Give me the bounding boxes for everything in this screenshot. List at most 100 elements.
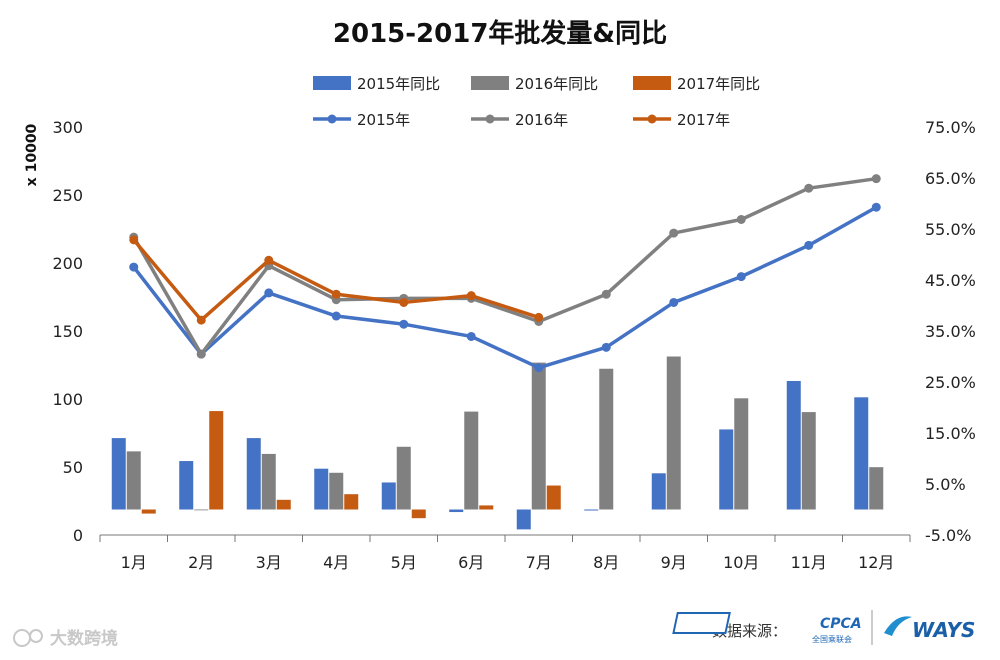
bar — [344, 494, 359, 510]
bar — [786, 380, 801, 510]
left-tick-label: 50 — [63, 458, 83, 477]
legend-marker — [327, 114, 337, 124]
bar — [411, 509, 426, 519]
left-tick-label: 150 — [52, 322, 83, 341]
y-axis-label: x 10000 — [24, 123, 40, 186]
bar — [479, 505, 494, 510]
line-point — [534, 363, 544, 373]
bar — [516, 509, 531, 530]
line-point — [601, 342, 611, 352]
right-tick-label: 15.0% — [925, 424, 976, 443]
bar — [276, 499, 291, 510]
x-tick-label: 12月 — [858, 553, 894, 572]
right-tick-label: 25.0% — [925, 373, 976, 392]
line-point — [466, 291, 476, 301]
left-tick-label: 250 — [52, 186, 83, 205]
left-tick-label: 200 — [52, 254, 83, 273]
line-point — [871, 174, 881, 184]
bar — [869, 467, 884, 510]
x-tick-label: 1月 — [121, 553, 147, 572]
right-axis-ticks: -5.0% 5.0% 15.0% 25.0% 35.0% 45.0% 55.0% 65.0% 7… — [925, 118, 976, 545]
line-series — [129, 174, 881, 373]
line-point — [669, 297, 679, 307]
line-point — [736, 272, 746, 282]
ways-logo: WAYS — [884, 616, 975, 642]
cpca-logo-text: CPCA — [820, 616, 862, 632]
bar — [666, 356, 681, 510]
line-point — [871, 202, 881, 212]
bar — [734, 398, 749, 510]
line-point — [669, 228, 679, 238]
line-point — [264, 288, 274, 298]
x-tick-label: 3月 — [256, 553, 282, 572]
line-point — [399, 297, 409, 307]
legend-swatch — [313, 76, 351, 90]
line-point — [196, 315, 206, 325]
legend-label: 2016年 — [515, 111, 568, 129]
bar — [329, 472, 344, 510]
legend-label: 2016年同比 — [515, 75, 598, 93]
right-tick-label: 5.0% — [925, 475, 966, 494]
line-point — [196, 349, 206, 359]
x-tick-label: 8月 — [593, 553, 619, 572]
ways-logo-text: WAYS — [912, 618, 975, 642]
x-tick-label: 10月 — [723, 553, 759, 572]
line-point — [804, 240, 814, 250]
bar — [126, 451, 141, 510]
left-tick-label: 300 — [52, 118, 83, 137]
legend-label: 2017年同比 — [677, 75, 760, 93]
legend: 2015年同比 2016年同比 2017年同比 2015年 2016年 2017年 — [313, 75, 760, 129]
x-tick-label: 2月 — [188, 553, 214, 572]
legend-marker — [485, 114, 495, 124]
bar — [314, 468, 329, 510]
cpca-logo-subtext: 全国乘联会 — [812, 634, 852, 644]
right-tick-label: 55.0% — [925, 220, 976, 239]
right-tick-label: 75.0% — [925, 118, 976, 137]
bar-series — [111, 356, 884, 530]
x-tick-label: 6月 — [458, 553, 484, 572]
line-path — [132, 176, 877, 356]
legend-label: 2015年 — [357, 111, 410, 129]
bar — [531, 362, 546, 510]
x-tick-label: 9月 — [661, 553, 687, 572]
legend-label: 2017年 — [677, 111, 730, 129]
legend-swatch — [471, 76, 509, 90]
left-axis-ticks: 0 50 100 150 200 250 300 — [52, 118, 83, 545]
line-point — [264, 255, 274, 265]
bar — [801, 412, 816, 510]
legend-marker — [647, 114, 657, 124]
line-point — [736, 214, 746, 224]
line-point — [466, 331, 476, 341]
chart-title: 2015-2017年批发量&同比 — [333, 18, 667, 49]
watermark: 大数跨境 — [13, 628, 118, 649]
bar — [464, 411, 479, 510]
bar — [719, 429, 734, 510]
line-path — [132, 238, 540, 322]
bar — [111, 438, 126, 510]
bar — [381, 482, 396, 510]
bar — [584, 509, 599, 511]
line-point — [331, 289, 341, 299]
source-label: 数据来源： — [712, 622, 787, 640]
line-point — [601, 289, 611, 299]
x-tick-label: 7月 — [526, 553, 552, 572]
bar — [854, 397, 869, 510]
bar — [449, 509, 464, 513]
watermark-text: 大数跨境 — [50, 628, 118, 649]
bar — [179, 461, 194, 510]
bar — [651, 473, 666, 510]
line-path — [132, 205, 878, 370]
right-tick-label: 45.0% — [925, 271, 976, 290]
legend-label: 2015年同比 — [357, 75, 440, 93]
bar — [194, 509, 209, 511]
left-tick-label: 100 — [52, 390, 83, 409]
bar — [546, 485, 561, 510]
x-tick-label: 4月 — [323, 553, 349, 572]
bar — [209, 411, 224, 510]
bar — [141, 509, 156, 514]
bar — [261, 453, 276, 510]
bar — [246, 438, 261, 510]
line-point — [804, 183, 814, 193]
x-tick-label: 11月 — [791, 553, 827, 572]
bar — [599, 368, 614, 510]
